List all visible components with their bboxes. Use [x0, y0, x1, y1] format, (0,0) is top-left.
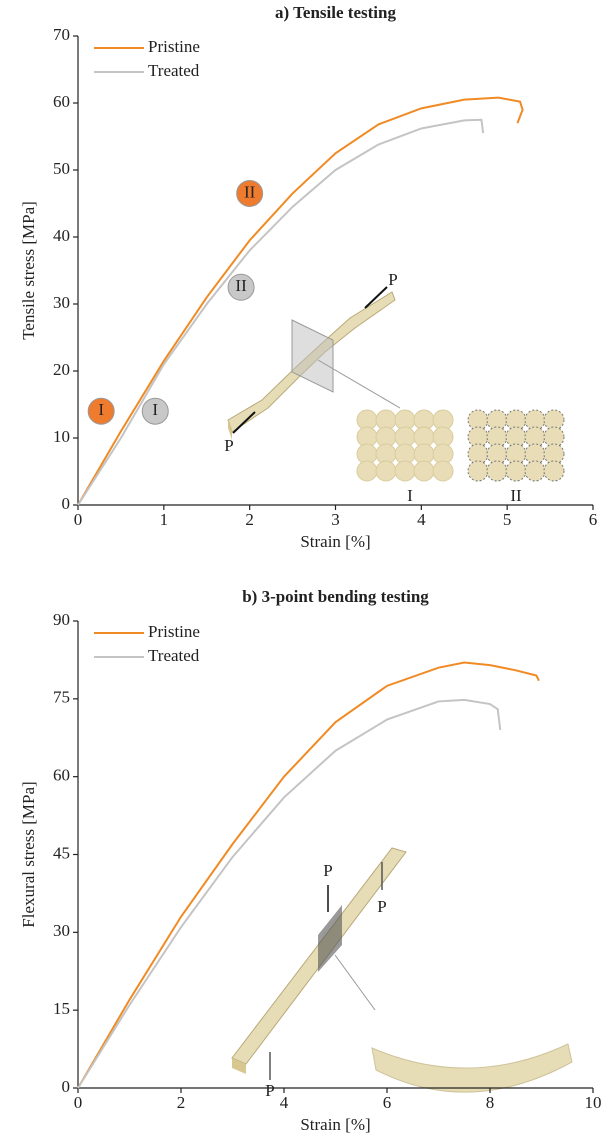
- load-arrow: [232, 411, 256, 434]
- fiber: [356, 460, 378, 482]
- y-tick-label: 50: [53, 159, 70, 178]
- inset-label: P: [265, 1081, 274, 1100]
- x-tick-label: 2: [245, 510, 254, 529]
- y-tick-label: 0: [62, 1077, 71, 1096]
- annotation-label: II: [235, 276, 247, 295]
- section-plane: [291, 319, 334, 393]
- data-line: [77, 96, 524, 506]
- y-tick-label: 20: [53, 360, 70, 379]
- y-axis-label: Tensile stress [MPa]: [19, 201, 38, 340]
- x-tick-label: 4: [417, 510, 426, 529]
- y-tick-label: 15: [53, 999, 70, 1018]
- x-tick-label: 1: [160, 510, 169, 529]
- load-arrow: [364, 286, 388, 309]
- fiber: [394, 460, 416, 482]
- insets: [227, 286, 573, 1093]
- fiber: [543, 443, 565, 465]
- inset-label: I: [407, 486, 413, 505]
- data-line: [77, 661, 540, 1089]
- y-tick-label: 10: [53, 427, 70, 446]
- x-tick-label: 4: [280, 1093, 289, 1112]
- annotation-marker: [236, 179, 264, 207]
- fiber: [543, 409, 565, 431]
- y-tick-label: 60: [53, 92, 70, 111]
- fiber: [543, 460, 565, 482]
- inset-label: P: [224, 436, 233, 455]
- cross-section-pristine: [356, 409, 454, 482]
- pointer: [317, 359, 401, 409]
- x-axis-label: Strain [%]: [300, 1115, 370, 1134]
- inset-label: II: [510, 486, 522, 505]
- x-tick-label: 2: [177, 1093, 186, 1112]
- x-tick-label: 0: [74, 1093, 83, 1112]
- annotation-marker: [227, 273, 255, 301]
- x-tick-label: 10: [585, 1093, 602, 1112]
- fiber: [413, 460, 435, 482]
- pointer: [334, 954, 376, 1011]
- y-tick-label: 40: [53, 226, 70, 245]
- legend-label: Pristine: [148, 622, 200, 641]
- y-tick-label: 60: [53, 766, 70, 785]
- legend-label: Treated: [148, 646, 200, 665]
- x-axis-label: Strain [%]: [300, 532, 370, 551]
- annotation-marker: [141, 397, 169, 425]
- y-tick-label: 75: [53, 688, 70, 707]
- annotation-label: I: [98, 400, 104, 419]
- y-tick-label: 30: [53, 293, 70, 312]
- legend-label: Treated: [148, 61, 200, 80]
- inset-label: P: [377, 897, 386, 916]
- chart-title: b) 3-point bending testing: [242, 587, 429, 606]
- fiber: [505, 460, 527, 482]
- y-tick-label: 90: [53, 610, 70, 629]
- fiber: [375, 460, 397, 482]
- beam-edge: [232, 1058, 246, 1074]
- fiber: [543, 426, 565, 448]
- fiber: [432, 460, 454, 482]
- data-line: [77, 698, 502, 1089]
- y-axis-label: Flexural stress [MPa]: [19, 781, 38, 927]
- x-tick-label: 0: [74, 510, 83, 529]
- y-tick-label: 70: [53, 25, 70, 44]
- cross-section-treated: [467, 409, 565, 482]
- y-tick-label: 30: [53, 921, 70, 940]
- x-tick-label: 8: [486, 1093, 495, 1112]
- fiber: [467, 460, 489, 482]
- bent-section: [371, 1043, 573, 1093]
- x-tick-label: 3: [331, 510, 340, 529]
- inset-label: P: [388, 270, 397, 289]
- y-tick-label: 0: [62, 494, 71, 513]
- fiber: [486, 460, 508, 482]
- y-tick-label: 45: [53, 843, 70, 862]
- inset-label: P: [323, 861, 332, 880]
- x-tick-label: 5: [503, 510, 512, 529]
- x-tick-label: 6: [383, 1093, 392, 1112]
- fiber: [524, 460, 546, 482]
- annotation-label: II: [244, 182, 256, 201]
- data-line: [77, 118, 485, 506]
- chart-title: a) Tensile testing: [275, 3, 396, 22]
- specimen-edge: [228, 420, 232, 440]
- annotation-label: I: [152, 400, 158, 419]
- x-tick-label: 6: [589, 510, 598, 529]
- section-plane: [318, 905, 342, 972]
- annotation-marker: [87, 397, 115, 425]
- legend-label: Pristine: [148, 37, 200, 56]
